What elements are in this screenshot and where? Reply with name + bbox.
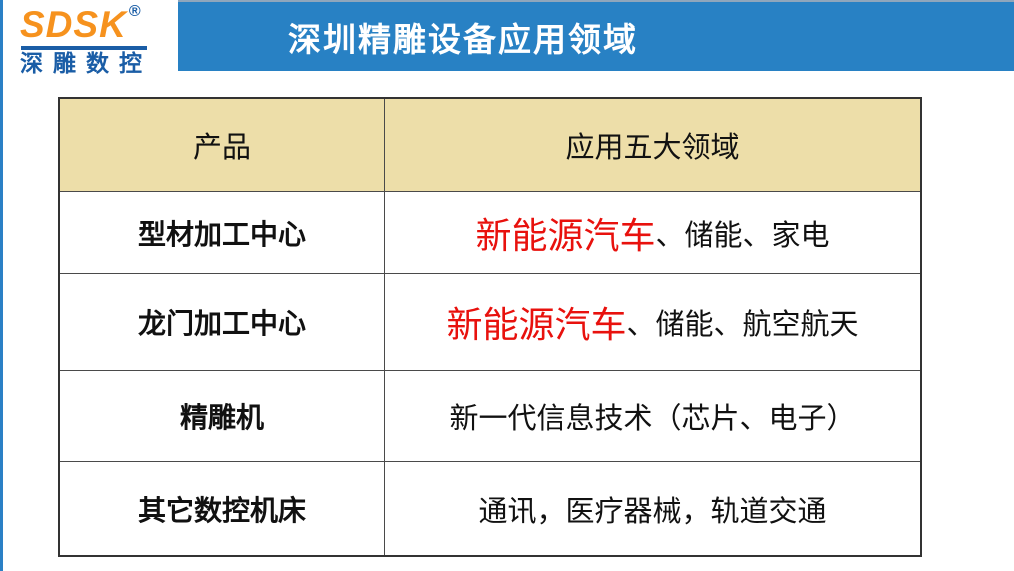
table-row-product: 精雕机 <box>60 371 385 462</box>
registered-trademark-icon: ® <box>128 3 141 20</box>
table-row-applications: 新一代信息技术（芯片、电子） <box>385 371 920 462</box>
applications-text: 通讯，医疗器械，轨道交通 <box>478 495 827 528</box>
highlight-text: 新能源汽车 <box>446 305 627 345</box>
logo-brand-text: SDSK <box>20 4 127 45</box>
table-row-product: 龙门加工中心 <box>60 274 385 371</box>
application-table: 产品 应用五大领域 型材加工中心 新能源汽车 、储能、家电 龙门加工中心 新能源汽… <box>58 97 922 557</box>
table-row-applications: 新能源汽车 、储能、家电 <box>385 192 920 274</box>
table-row-applications: 新能源汽车 、储能、航空航天 <box>385 274 920 371</box>
highlight-text: 新能源汽车 <box>475 215 656 256</box>
applications-text: 、储能、航空航天 <box>626 309 859 341</box>
left-edge-accent-bar <box>0 0 3 571</box>
applications-text: 新一代信息技术（芯片、电子） <box>449 403 856 435</box>
table-row-product: 型材加工中心 <box>60 192 385 274</box>
table-header-applications: 应用五大领域 <box>385 99 920 192</box>
applications-text: 、储能、家电 <box>655 219 830 252</box>
sdsk-logo: SDSK ® 深雕数控 <box>20 3 170 76</box>
logo-brand-line: SDSK ® <box>20 3 170 45</box>
table-row-product: 其它数控机床 <box>60 462 385 555</box>
title-banner: 深圳精雕设备应用领域 <box>178 0 1014 71</box>
logo-underline-bar <box>21 46 147 50</box>
table-header-product: 产品 <box>60 99 385 192</box>
logo-chinese-name: 深雕数控 <box>20 51 152 76</box>
page-title: 深圳精雕设备应用领域 <box>288 22 638 59</box>
table-row-applications: 通讯，医疗器械，轨道交通 <box>385 462 920 555</box>
